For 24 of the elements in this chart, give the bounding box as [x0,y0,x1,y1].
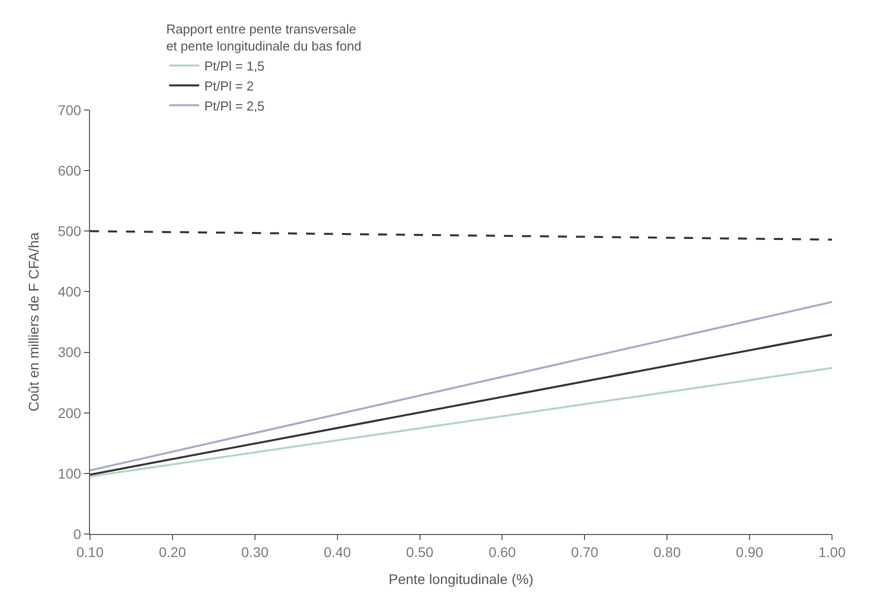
x-tick-label: 0.20 [158,544,186,560]
y-tick-label: 300 [58,344,82,360]
x-tick-label: 0.80 [653,544,681,560]
legend-label: Pt/Pl = 1,5 [204,58,265,74]
legend-label: Pt/Pl = 2 [204,78,254,94]
x-tick-label: 0.90 [736,544,764,560]
x-tick-label: 0.10 [76,544,104,560]
y-tick-label: 100 [58,465,82,482]
y-tick-label: 500 [58,223,82,240]
legend-label: Pt/Pl = 2,5 [204,98,265,114]
x-tick-label: 0.40 [324,544,352,560]
y-axis-title: Coût en milliers de F CFA/ha [25,232,42,412]
y-tick-label: 600 [58,162,82,178]
x-axis-title: Pente longitudinale (%) [388,571,534,588]
y-tick-label: 700 [58,102,82,118]
legend-title: Rapport entre pente transversale et pente longitudinale du bas fond [166,22,362,54]
y-tick-label: 0 [73,526,82,542]
x-tick-label: 0.60 [488,544,516,560]
x-tick-label: 0.70 [571,544,599,560]
x-tick-label: 0.50 [406,544,434,560]
x-tick-label: 0.30 [241,544,269,560]
y-tick-label: 200 [58,404,82,421]
y-tick-label: 400 [58,284,82,300]
x-tick-label: 1.00 [818,544,846,560]
